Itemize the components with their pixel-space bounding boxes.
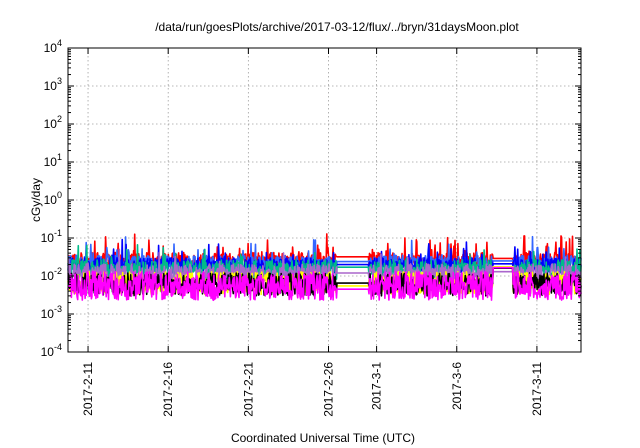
x-tick-label: 2017-3-1 — [370, 362, 384, 410]
chart-title: /data/run/goesPlots/archive/2017-03-12/f… — [155, 20, 519, 34]
tick-marks — [68, 47, 581, 353]
y-tick-label: 10-1 — [41, 228, 62, 245]
x-tick-label: 2017-3-6 — [450, 362, 464, 410]
series-line — [67, 266, 582, 302]
y-tick-label: 103 — [44, 76, 62, 93]
x-tick-label: 2017-2-16 — [161, 362, 175, 417]
x-tick-label: 2017-3-11 — [530, 362, 544, 416]
x-tick-labels: 2017-2-11 2017-2-16 2017-2-21 2017-2-26 2017… — [81, 362, 544, 417]
y-tick-labels: 10-4 10-3 10-2 10-1 100 101 102 103 104 — [41, 38, 62, 359]
x-tick-label: 2017-2-21 — [241, 362, 255, 417]
x-tick-label: 2017-2-11 — [81, 362, 95, 416]
y-tick-label: 10-2 — [41, 266, 62, 283]
y-axis-label: cGy/day — [29, 178, 43, 222]
y-tick-label: 10-3 — [41, 304, 62, 321]
x-tick-label: 2017-2-26 — [322, 362, 336, 417]
series-group — [67, 233, 582, 302]
y-tick-label: 102 — [44, 114, 62, 131]
x-axis-label: Coordinated Universal Time (UTC) — [231, 431, 415, 445]
y-tick-label: 100 — [44, 190, 62, 207]
grid-lines — [68, 48, 581, 352]
y-tick-label: 104 — [44, 38, 62, 55]
y-tick-label: 10-4 — [41, 342, 62, 359]
y-tick-label: 101 — [44, 152, 62, 169]
